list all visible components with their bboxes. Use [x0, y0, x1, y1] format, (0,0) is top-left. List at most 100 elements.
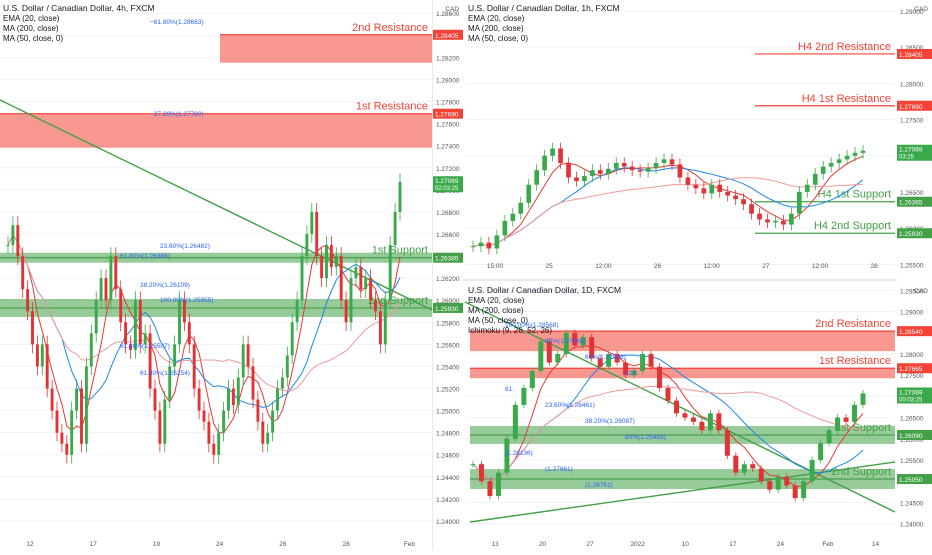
last-price-tag	[897, 144, 932, 161]
level-price-tag	[433, 29, 463, 40]
candle-body	[685, 177, 691, 185]
y-tick-label: 1.25500	[900, 458, 924, 465]
fib-label: 100.00%(1.25955)	[160, 297, 214, 304]
x-tick-label: 19	[153, 541, 161, 548]
candle-body	[733, 455, 739, 473]
legend-entry: EMA (20, close)	[468, 296, 525, 305]
level-price: 1.28405	[899, 52, 923, 59]
candle-body	[629, 166, 635, 171]
last-price: 1.27069	[435, 178, 459, 185]
chart-title: U.S. Dollar / Canadian Dollar, 4h, FXCM	[3, 3, 155, 13]
candle-body	[364, 278, 368, 290]
fib-label: 61.	[505, 386, 514, 393]
candle-body	[582, 176, 587, 182]
candle-body	[534, 170, 540, 185]
candle-body	[478, 464, 484, 482]
last-price: 1.27069	[899, 389, 923, 396]
candle-body	[580, 337, 586, 346]
candle-body	[709, 184, 715, 194]
level-price-tag	[433, 108, 463, 119]
candle-body	[818, 443, 824, 460]
y-tick-label: 1.28000	[900, 81, 924, 88]
candle-body	[717, 184, 723, 192]
candle-body	[60, 432, 64, 444]
candle-body	[280, 377, 284, 389]
level-price: 1.25930	[899, 231, 923, 238]
level-price-tag	[433, 302, 463, 313]
candle-body	[701, 188, 707, 194]
candle-body	[349, 278, 353, 323]
candle-body	[512, 404, 518, 439]
fib-label: 23.60%(1.26482)	[160, 243, 210, 250]
candle-body	[784, 476, 790, 486]
candle-body	[133, 300, 137, 350]
candle-body	[359, 267, 363, 290]
currency-label: CAD	[914, 288, 928, 295]
level-price: 1.25050	[899, 477, 923, 484]
level-price-tag	[897, 100, 932, 111]
candle-body	[334, 256, 338, 268]
level-label: 2nd Support	[831, 466, 891, 478]
x-tick-label: 26	[279, 541, 287, 548]
candle-body	[844, 155, 850, 160]
x-tick-label: 12	[26, 541, 34, 548]
candle-body	[809, 459, 815, 482]
candle-body	[623, 362, 629, 376]
candle-body	[271, 410, 275, 433]
candle-body	[542, 155, 547, 171]
candle-body	[300, 256, 304, 301]
candle-body	[138, 300, 142, 345]
candle-body	[804, 184, 810, 192]
candle-body	[828, 162, 834, 167]
candle-body	[45, 344, 49, 389]
candle-body	[677, 164, 683, 178]
level-label: H4 1st Resistance	[802, 93, 891, 105]
candle-body	[631, 370, 637, 376]
y-tick-label: 1.24200	[436, 497, 460, 504]
trendline	[464, 301, 896, 513]
x-tick-label: 14	[872, 541, 880, 548]
level-label: 2nd Resistance	[815, 318, 891, 330]
candle-body	[750, 464, 756, 469]
x-tick-label: 2022	[630, 541, 645, 548]
level-price-tag	[897, 228, 932, 239]
y-tick-label: 1.24000	[436, 519, 460, 526]
level-zone	[220, 34, 432, 63]
level-label: 2nd Resistance	[352, 22, 428, 34]
candle-body	[65, 443, 69, 455]
y-tick-label: 1.27800	[436, 100, 460, 107]
candle-body	[16, 225, 20, 257]
y-tick-label: 1.26000	[900, 437, 924, 444]
level-price: 1.26385	[435, 256, 459, 263]
candle-body	[820, 166, 826, 174]
candle-body	[716, 413, 722, 431]
y-tick-label: 1.26200	[436, 276, 460, 283]
candle-body	[613, 162, 619, 169]
y-tick-label: 1.26800	[436, 210, 460, 217]
candle-body	[143, 333, 147, 345]
candle-body	[325, 245, 328, 279]
y-tick-label: 1.24400	[436, 475, 460, 482]
x-tick-label: 24	[777, 541, 785, 548]
countdown: 03:25	[899, 155, 915, 161]
level-label: 1st Support	[372, 245, 428, 257]
candle-body	[197, 388, 201, 411]
candle-body	[538, 341, 544, 371]
candle-body	[526, 184, 532, 203]
legend-entry: MA (50, close, 0)	[468, 316, 528, 325]
fib-label: 38.20%(1.26109)	[140, 282, 190, 289]
level-label: 1st Resistance	[356, 101, 428, 113]
x-tick-label: 28	[871, 263, 879, 270]
panel-h1: 1.290001.285001.280001.275001.270001.265…	[465, 0, 932, 286]
y-tick-label: 1.25600	[436, 342, 460, 349]
level-label: H4 2nd Resistance	[798, 41, 891, 53]
y-tick-label: 1.28500	[900, 45, 924, 52]
x-tick-label: 25	[546, 263, 554, 270]
ma200-line	[7, 234, 401, 392]
candle-body	[383, 300, 387, 345]
candle-body	[119, 289, 123, 323]
y-tick-label: 1.28000	[900, 352, 924, 359]
candle-body	[285, 355, 289, 378]
fib-label: 61.80%(1.25254)	[140, 370, 190, 377]
